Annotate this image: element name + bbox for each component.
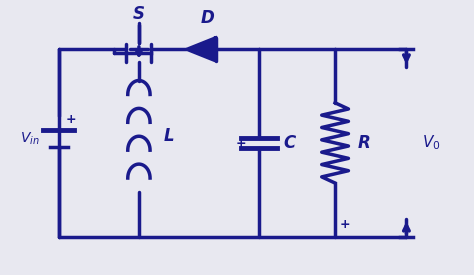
- Text: L: L: [164, 127, 174, 145]
- Text: C: C: [284, 134, 296, 152]
- Text: +: +: [66, 113, 76, 126]
- Text: R: R: [357, 134, 370, 152]
- Text: +: +: [236, 138, 247, 150]
- Text: $V_0$: $V_0$: [422, 134, 440, 152]
- Polygon shape: [187, 38, 216, 61]
- Text: S: S: [133, 5, 145, 23]
- Text: $V_{in}$: $V_{in}$: [20, 130, 39, 147]
- Text: D: D: [201, 9, 215, 27]
- Text: +: +: [339, 218, 350, 231]
